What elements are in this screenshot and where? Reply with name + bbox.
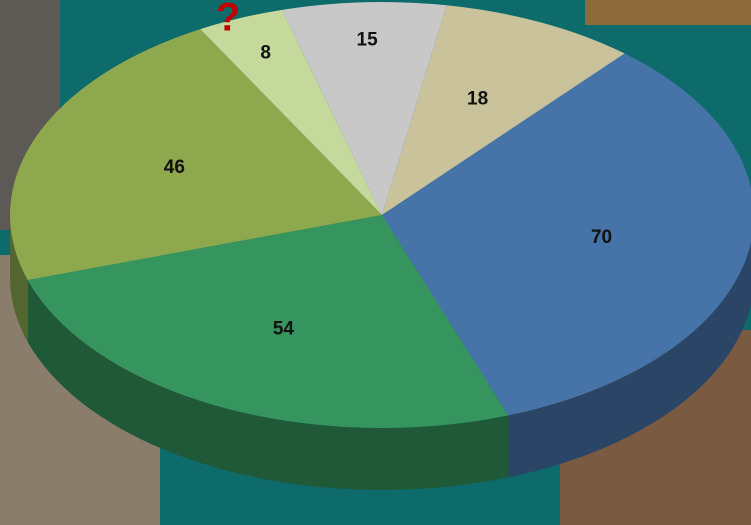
data-label: 70 [591, 227, 612, 248]
data-label: 8 [260, 43, 271, 64]
data-label: 15 [357, 30, 379, 51]
annotation: ? [216, 0, 240, 39]
chart: 18 70 54 46 8 15? [0, 0, 751, 525]
data-label: 18 [467, 89, 488, 110]
photo [585, 0, 751, 25]
data-label: 54 [273, 319, 295, 340]
data-label: 46 [164, 157, 185, 178]
